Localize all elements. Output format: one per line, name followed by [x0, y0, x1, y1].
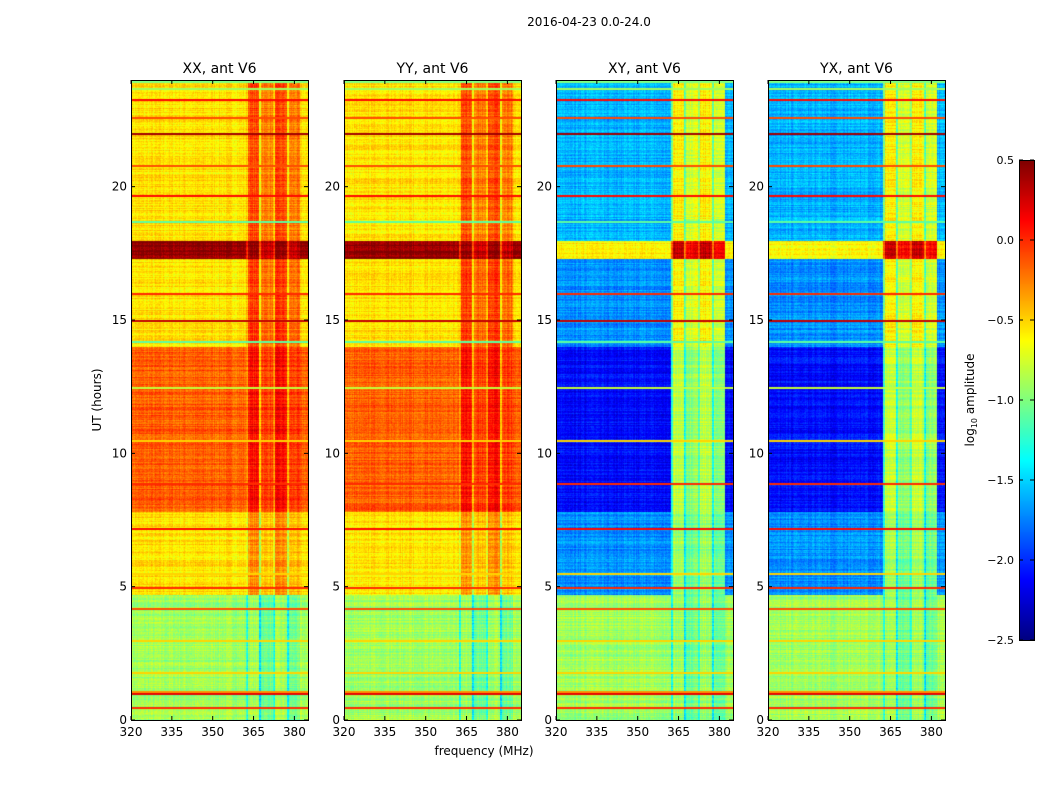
- heatmap-xy: [556, 80, 733, 720]
- y-tick-label: 15: [325, 313, 340, 327]
- x-tick-label: 365: [455, 725, 478, 739]
- colorbar-tick-label: −1.5: [987, 474, 1014, 487]
- x-tick-label: 380: [708, 725, 731, 739]
- y-tick-label: 15: [537, 313, 552, 327]
- y-tick-label: 20: [325, 180, 340, 194]
- x-tick-label: 350: [201, 725, 224, 739]
- x-tick-label: 350: [626, 725, 649, 739]
- heatmap-yy: [344, 80, 521, 720]
- x-tick-label: 380: [496, 725, 519, 739]
- x-tick-label: 320: [120, 725, 143, 739]
- x-axis-label: frequency (MHz): [434, 744, 533, 758]
- y-tick-label: 10: [749, 446, 764, 460]
- colorbar-tick-label: −2.0: [987, 554, 1014, 567]
- y-tick-label: 5: [756, 580, 764, 594]
- figure-title: 2016-04-23 0.0-24.0: [527, 15, 651, 29]
- y-tick-label: 0: [544, 713, 552, 727]
- x-tick-label: 320: [757, 725, 780, 739]
- y-tick-label: 20: [537, 180, 552, 194]
- x-tick-label: 365: [667, 725, 690, 739]
- panel-frame: [131, 80, 309, 721]
- x-tick-label: 335: [160, 725, 183, 739]
- panel-title: XY, ant V6: [608, 61, 681, 77]
- x-tick-label: 380: [920, 725, 943, 739]
- x-tick-label: 350: [414, 725, 437, 739]
- x-tick-label: 350: [838, 725, 861, 739]
- colorbar-tick-label: −1.0: [987, 394, 1014, 407]
- x-tick-label: 380: [283, 725, 306, 739]
- colorbar-tick-label: −0.5: [987, 314, 1014, 327]
- colorbar-tick-label: 0.5: [997, 154, 1015, 167]
- y-axis-label: UT (hours): [90, 368, 104, 431]
- colorbar-tick-label: 0.0: [997, 234, 1015, 247]
- panel-frame: [768, 80, 946, 721]
- y-tick-label: 15: [112, 313, 127, 327]
- colorbar-label-main: log: [963, 428, 977, 446]
- panel-title: YX, ant V6: [819, 61, 893, 77]
- panel-title: XX, ant V6: [183, 61, 257, 77]
- colorbar-label-sub: 10: [970, 418, 979, 428]
- y-tick-label: 0: [119, 713, 127, 727]
- x-tick-label: 320: [545, 725, 568, 739]
- x-tick-label: 335: [373, 725, 396, 739]
- y-tick-label: 5: [332, 580, 340, 594]
- panel-frame: [344, 80, 522, 721]
- heatmap-xx: [131, 80, 308, 720]
- y-tick-label: 10: [325, 446, 340, 460]
- y-tick-label: 15: [749, 313, 764, 327]
- y-tick-label: 10: [537, 446, 552, 460]
- y-tick-label: 0: [332, 713, 340, 727]
- x-tick-label: 365: [242, 725, 265, 739]
- x-tick-label: 320: [333, 725, 356, 739]
- panel-title: YY, ant V6: [396, 61, 469, 77]
- y-tick-label: 5: [119, 580, 127, 594]
- x-tick-label: 335: [797, 725, 820, 739]
- colorbar-label: log10 amplitude: [963, 354, 979, 447]
- x-tick-label: 365: [879, 725, 902, 739]
- y-tick-label: 20: [112, 180, 127, 194]
- y-tick-label: 20: [749, 180, 764, 194]
- colorbar-tick-label: −2.5: [987, 634, 1014, 647]
- x-tick-label: 335: [585, 725, 608, 739]
- colorbar-label-rest: amplitude: [963, 354, 977, 418]
- panel-frame: [556, 80, 734, 721]
- colorbar: [1019, 160, 1034, 640]
- y-tick-label: 10: [112, 446, 127, 460]
- y-tick-label: 0: [756, 713, 764, 727]
- y-tick-label: 5: [544, 580, 552, 594]
- heatmap-yx: [768, 80, 945, 720]
